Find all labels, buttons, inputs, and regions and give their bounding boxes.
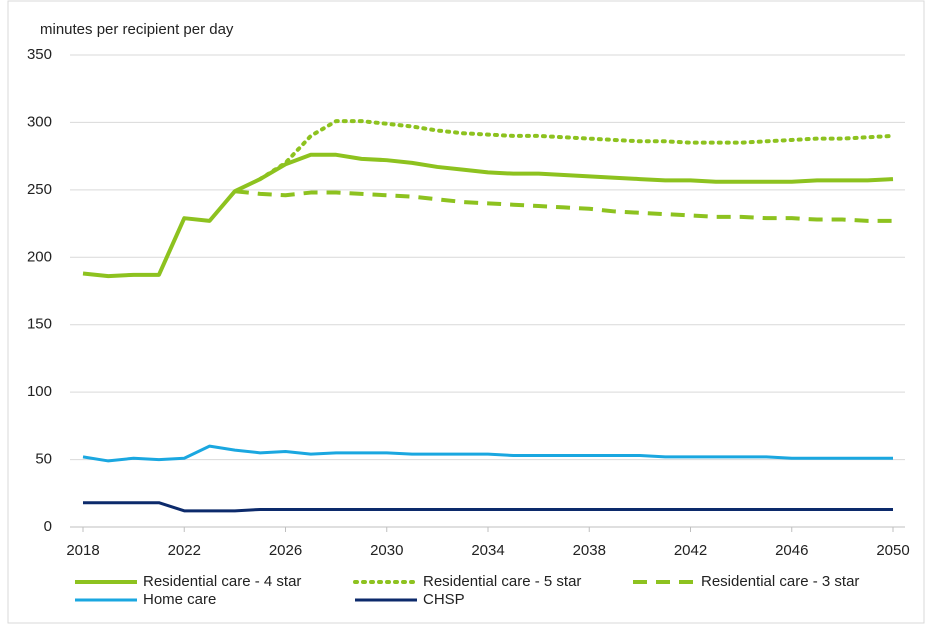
legend-label: Residential care - 4 star [143, 573, 301, 590]
x-tick-label: 2050 [876, 542, 909, 559]
legend-label: Residential care - 3 star [701, 573, 859, 590]
x-tick-label: 2046 [775, 542, 808, 559]
y-tick-label: 100 [27, 383, 52, 400]
legend-label: Residential care - 5 star [423, 573, 581, 590]
y-axis-label: minutes per recipient per day [40, 21, 234, 38]
y-tick-label: 0 [44, 518, 52, 535]
x-tick-label: 2038 [573, 542, 606, 559]
series-line [258, 119, 895, 182]
x-tick-label: 2026 [269, 542, 302, 559]
y-tick-label: 150 [27, 316, 52, 333]
x-tick-label: 2022 [168, 542, 201, 559]
series-line [83, 501, 893, 513]
y-tick-label: 350 [27, 46, 52, 63]
legend-label: CHSP [423, 591, 465, 608]
series-line [82, 444, 893, 463]
x-tick-label: 2030 [370, 542, 403, 559]
y-tick-label: 200 [27, 248, 52, 265]
legend-label: Home care [143, 591, 216, 608]
x-tick-label: 2034 [471, 542, 504, 559]
x-tick-label: 2042 [674, 542, 707, 559]
y-tick-label: 50 [35, 451, 52, 468]
chart-border [7, 0, 925, 624]
y-tick-label: 300 [27, 113, 52, 130]
x-tick-label: 2018 [66, 542, 99, 559]
series-line [82, 152, 894, 279]
y-tick-label: 250 [27, 181, 52, 198]
series-line [234, 189, 893, 223]
